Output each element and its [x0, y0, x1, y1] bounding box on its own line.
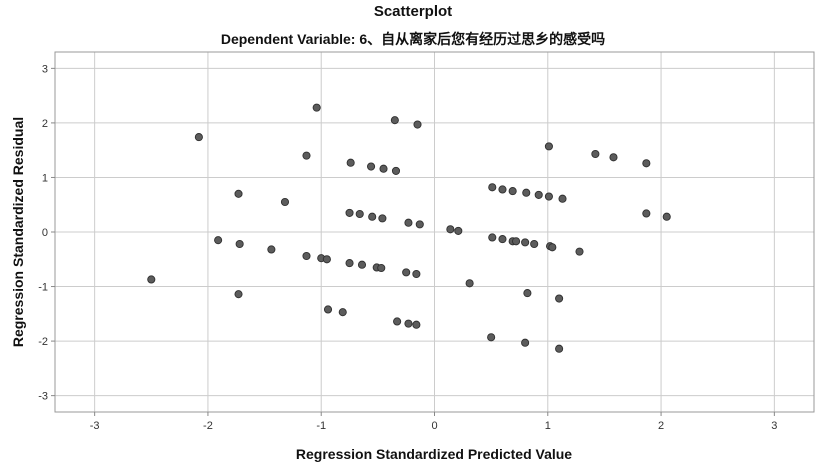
scatter-point	[302, 251, 311, 261]
scatter-point	[413, 120, 422, 129]
scatter-point	[302, 151, 311, 160]
scatter-point	[338, 308, 347, 317]
x-tick-label: -3	[90, 420, 100, 432]
scatter-point	[454, 226, 463, 235]
x-tick-label: -2	[203, 420, 213, 432]
scatter-point	[498, 185, 507, 194]
x-tick-label: 2	[658, 420, 664, 432]
scatter-point	[402, 268, 411, 277]
scatter-point	[498, 235, 507, 244]
scatter-point	[235, 239, 244, 249]
y-tick-label: -2	[38, 336, 48, 348]
scatter-point	[642, 209, 651, 218]
scatter-point	[521, 338, 530, 347]
scatter-point	[345, 259, 354, 268]
scatter-point	[194, 133, 203, 142]
scatter-point	[522, 188, 531, 197]
scatter-point	[415, 220, 424, 229]
x-tick-label: 3	[771, 420, 777, 432]
scatter-point	[412, 269, 421, 279]
scatter-point	[322, 255, 331, 264]
scatter-point	[391, 166, 401, 175]
scatter-point	[379, 164, 388, 173]
scatter-point	[412, 320, 421, 329]
scatter-point	[404, 218, 413, 227]
y-tick-label: 1	[42, 172, 48, 184]
scatter-point	[404, 319, 413, 328]
scatter-point	[512, 237, 521, 246]
scatter-point	[488, 233, 497, 242]
scatter-point	[267, 245, 276, 254]
chart-title: Scatterplot	[374, 3, 452, 20]
scatter-point	[534, 190, 543, 199]
data-points	[147, 103, 671, 353]
scatter-point	[508, 187, 517, 196]
chart-subtitle: Dependent Variable: 6、自从离家后您有经历过思乡的感受吗	[221, 31, 605, 47]
y-tick-label: -3	[38, 391, 48, 403]
scatter-point	[355, 209, 364, 219]
scatter-point	[487, 333, 496, 342]
scatter-point	[280, 197, 290, 207]
scatter-point	[346, 158, 355, 167]
x-tick-label: 0	[431, 420, 437, 432]
scatter-point	[662, 212, 671, 221]
scatter-point	[390, 116, 399, 125]
scatter-point	[530, 239, 539, 249]
scatter-point	[367, 162, 376, 171]
y-tick-label: -1	[38, 282, 48, 294]
scatter-point	[555, 344, 564, 353]
scatter-point	[377, 263, 386, 273]
scatter-point	[446, 225, 455, 234]
x-axis-label: Regression Standardized Predicted Value	[296, 446, 572, 462]
scatter-point	[393, 317, 402, 326]
scatter-point	[234, 189, 243, 198]
scatter-point	[548, 243, 557, 252]
tick-labels: -3 -2 -1 0 1 2 3 -3 -2 -1 0 1 2 3	[38, 63, 777, 432]
scatter-point	[555, 294, 564, 303]
scatter-point	[488, 183, 497, 192]
scatter-point	[147, 275, 156, 284]
scatter-point	[521, 238, 530, 247]
y-tick-label: 0	[42, 227, 48, 239]
scatter-point	[609, 153, 618, 162]
y-axis-label: Regression Standardized Residual	[10, 117, 26, 347]
scatter-point	[368, 212, 377, 221]
x-tick-label: -1	[316, 420, 326, 432]
scatter-point	[214, 236, 223, 245]
scatter-point	[558, 194, 567, 203]
scatter-point	[234, 290, 243, 299]
scatter-point	[465, 279, 474, 288]
scatter-point	[544, 192, 553, 201]
x-tick-label: 1	[545, 420, 551, 432]
scatter-point	[523, 289, 532, 298]
scatter-point	[575, 247, 584, 256]
scatter-point	[544, 142, 553, 151]
scatter-point	[323, 305, 333, 314]
y-tick-label: 2	[42, 118, 48, 130]
scatter-point	[378, 214, 387, 223]
scatter-point	[312, 103, 321, 112]
scatter-point	[591, 149, 600, 159]
gridlines	[55, 52, 814, 412]
y-tick-label: 3	[42, 63, 48, 75]
scatter-point	[357, 260, 367, 269]
scatter-point	[345, 208, 354, 217]
scatter-point	[642, 159, 651, 168]
